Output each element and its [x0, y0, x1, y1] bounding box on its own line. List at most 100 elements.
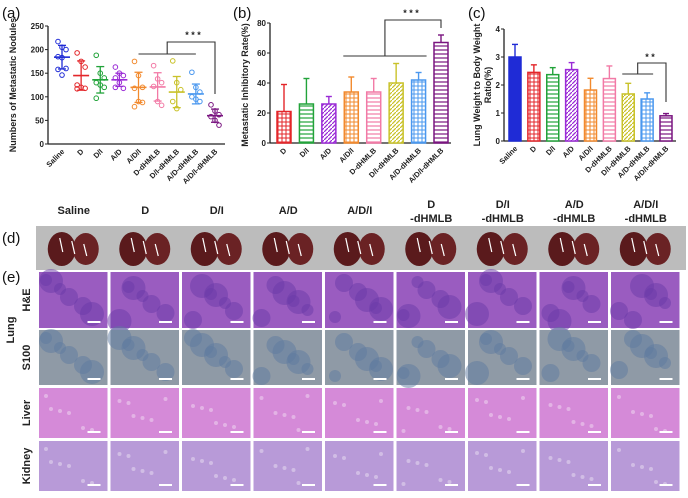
histology-image — [39, 269, 108, 328]
panel-label: (a) — [2, 5, 20, 22]
histology-image — [182, 272, 251, 329]
arrow-icon — [488, 237, 493, 253]
data-point — [212, 117, 218, 124]
histology-image — [325, 441, 394, 491]
y-tick-label: 150 — [31, 69, 45, 78]
y-tick-label: 250 — [31, 22, 45, 31]
significance-bracket — [622, 62, 667, 102]
group-label: -dHMLB — [410, 213, 452, 225]
arrow-icon — [416, 237, 421, 253]
data-point — [63, 65, 69, 72]
group-label: -dHMLB — [482, 213, 524, 225]
y-axis-label: Metastatic Inhibitory Rate(%) — [240, 23, 250, 147]
data-point — [177, 86, 184, 93]
data-point — [169, 58, 176, 64]
y-tick-label: 1 — [496, 109, 501, 118]
bar — [602, 77, 617, 142]
data-point — [139, 84, 146, 91]
histology-image — [325, 330, 394, 385]
y-tick-label: 80 — [257, 19, 266, 28]
lung-photo — [333, 232, 385, 266]
lung-photo — [190, 232, 242, 266]
data-point — [154, 98, 161, 105]
histology-image — [182, 441, 251, 491]
arrow-icon — [655, 243, 660, 257]
histology-image — [468, 441, 537, 491]
arrow-icon — [559, 237, 564, 253]
x-tick-label: A/D — [318, 146, 334, 162]
histology-image — [110, 388, 179, 438]
bar — [546, 73, 560, 142]
y-tick-label: 200 — [31, 46, 45, 55]
data-point — [55, 38, 61, 45]
arrow-icon — [59, 237, 64, 253]
group-label: A/D/I — [347, 205, 372, 217]
histology-image — [39, 329, 108, 385]
histology-image — [325, 388, 394, 438]
lung-photo — [119, 232, 171, 266]
arrow-icon — [71, 240, 76, 255]
data-point — [216, 111, 222, 118]
lung-photo — [548, 232, 600, 266]
arrow-icon — [142, 240, 147, 255]
histology-image — [253, 388, 322, 438]
bar — [659, 115, 673, 142]
histology-image — [610, 272, 680, 329]
x-tick-label: Saline — [44, 147, 66, 169]
bar — [621, 93, 635, 142]
data-point — [208, 113, 214, 120]
significance-label: * * * — [185, 30, 201, 40]
histology-image — [107, 326, 179, 385]
arrow-icon — [500, 240, 505, 255]
bar — [564, 68, 579, 142]
x-tick-label: Saline — [497, 144, 519, 166]
arrow-icon — [273, 237, 278, 253]
data-point — [169, 98, 176, 105]
histology-image — [611, 441, 680, 491]
data-point — [173, 79, 180, 86]
significance-label: * * — [645, 52, 655, 62]
x-tick-label: A/D — [561, 144, 577, 160]
histology-image — [465, 330, 537, 385]
data-point — [93, 95, 100, 102]
arrow-icon — [285, 240, 290, 255]
lung-photo — [405, 232, 457, 266]
lung-photo — [262, 232, 314, 266]
histology-image — [396, 388, 465, 438]
x-tick-label: D/I — [92, 147, 105, 160]
data-point — [59, 54, 65, 61]
arrow-icon — [512, 243, 517, 257]
arrow-icon — [226, 243, 231, 257]
group-label: A/D — [279, 205, 298, 217]
histology-image — [39, 388, 108, 438]
data-point — [120, 72, 127, 79]
data-point — [97, 70, 104, 76]
group-label: Saline — [58, 205, 90, 217]
y-tick-label: 4 — [496, 25, 501, 34]
x-tick-label: A/D — [108, 147, 124, 163]
data-point — [97, 82, 104, 88]
data-point — [131, 103, 138, 110]
histology-image — [539, 441, 608, 491]
data-point — [139, 99, 146, 106]
arrow-icon — [631, 237, 636, 253]
data-point — [74, 82, 80, 88]
data-point — [131, 58, 138, 65]
lung-photo — [476, 232, 528, 266]
data-point — [189, 94, 195, 100]
histology-image — [252, 272, 322, 328]
significance-bracket — [138, 41, 216, 94]
y-tick-label: 0 — [496, 137, 501, 146]
data-point — [112, 75, 119, 81]
y-tick-label: 0 — [40, 140, 45, 149]
histology-image — [468, 388, 537, 438]
data-point — [93, 52, 100, 59]
histology-image — [110, 441, 179, 491]
y-axis-label: Numbers of Metastatic Nodules — [8, 18, 18, 153]
x-tick-label: D — [75, 147, 86, 158]
histology-image — [396, 330, 465, 388]
histology-image — [252, 330, 322, 385]
arrow-icon — [154, 243, 159, 257]
panel-label: (c) — [468, 5, 486, 22]
